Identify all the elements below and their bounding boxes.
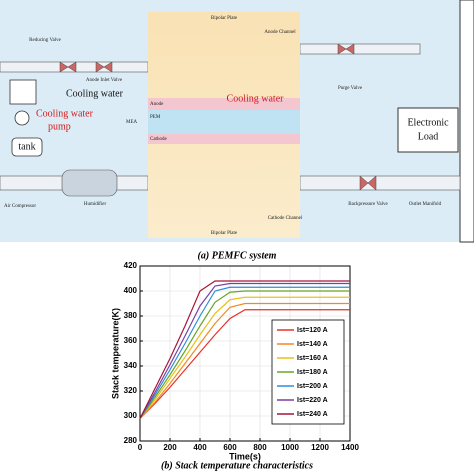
pem-layer (148, 110, 300, 134)
label: Bipolar Plate (211, 231, 238, 236)
y-tick-label: 280 (124, 436, 138, 445)
label: Load (418, 131, 439, 142)
x-tick-label: 1000 (281, 443, 299, 452)
series-line (139, 309, 350, 419)
label: pump (48, 121, 71, 132)
label: Cathode (150, 137, 167, 142)
caption: (a) PEMFC system (198, 250, 277, 261)
anode-outlet-pipe (299, 43, 421, 55)
label: Humidifier (84, 202, 107, 207)
label: Anode (150, 102, 164, 107)
x-axis-label: Time(s) (229, 451, 261, 461)
y-axis-label: Stack temperature(K) (110, 308, 120, 399)
label: Outlet Manifold (409, 202, 442, 207)
y-tick-label: 380 (124, 311, 138, 320)
radiator (9, 79, 37, 105)
label: Bipolar Plate (211, 16, 238, 21)
label: Backpressure Valve (348, 202, 388, 207)
label: Cooling water (66, 88, 124, 99)
label: Purge Valve (338, 86, 363, 91)
series-line (139, 290, 350, 419)
plot-frame (139, 265, 351, 442)
label: MEA (126, 120, 138, 125)
x-tick-label: 200 (163, 443, 177, 452)
caption: (b) Stack temperature characteristics (161, 460, 313, 471)
cathode-outlet-pipe (299, 175, 461, 191)
series-line (139, 286, 350, 419)
label: Cooling water (36, 108, 94, 119)
x-tick-label: 1200 (311, 443, 329, 452)
series-line (139, 282, 350, 419)
label: Anode Channel (264, 30, 296, 35)
y-tick-label: 400 (124, 286, 138, 295)
electronic-load (397, 107, 459, 153)
label: Cooling water (227, 93, 285, 104)
legend-label: Ist=160 A (297, 355, 328, 362)
series-line (139, 296, 350, 419)
legend-label: Ist=180 A (297, 369, 328, 376)
tank (11, 137, 43, 157)
label: Cathode Channel (268, 216, 303, 221)
y-tick-label: 340 (124, 361, 138, 370)
series-line (139, 280, 350, 419)
frame (459, 0, 474, 243)
label: Electronic (407, 117, 449, 128)
label: PEM (150, 115, 161, 120)
y-tick-label: 420 (124, 261, 138, 270)
label: Anode Inlet Valve (86, 78, 123, 83)
pemfc-diagram: Bipolar Plate Anode Channel Reducing Val… (0, 0, 474, 243)
legend-label: Ist=120 A (297, 327, 328, 334)
y-tick-label: 300 (124, 411, 138, 420)
x-tick-label: 1400 (341, 443, 359, 452)
y-tick-label: 360 (124, 336, 138, 345)
pump (14, 110, 30, 126)
x-tick-label: 400 (193, 443, 207, 452)
x-tick-label: 0 (138, 443, 143, 452)
label: Air Compressor (4, 204, 36, 209)
label: tank (18, 141, 35, 152)
legend-label: Ist=200 A (297, 383, 328, 390)
y-tick-label: 320 (124, 386, 138, 395)
legend-label: Ist=140 A (297, 341, 328, 348)
series-line (139, 302, 350, 419)
humidifier (61, 169, 118, 197)
x-tick-label: 600 (223, 443, 237, 452)
x-tick-label: 800 (253, 443, 267, 452)
valves (59, 43, 377, 191)
cathode-layer (148, 134, 300, 144)
label: Reducing Valve (29, 38, 61, 43)
legend-label: Ist=240 A (297, 411, 328, 418)
legend-label: Ist=220 A (297, 397, 328, 404)
anode-layer (148, 98, 300, 110)
